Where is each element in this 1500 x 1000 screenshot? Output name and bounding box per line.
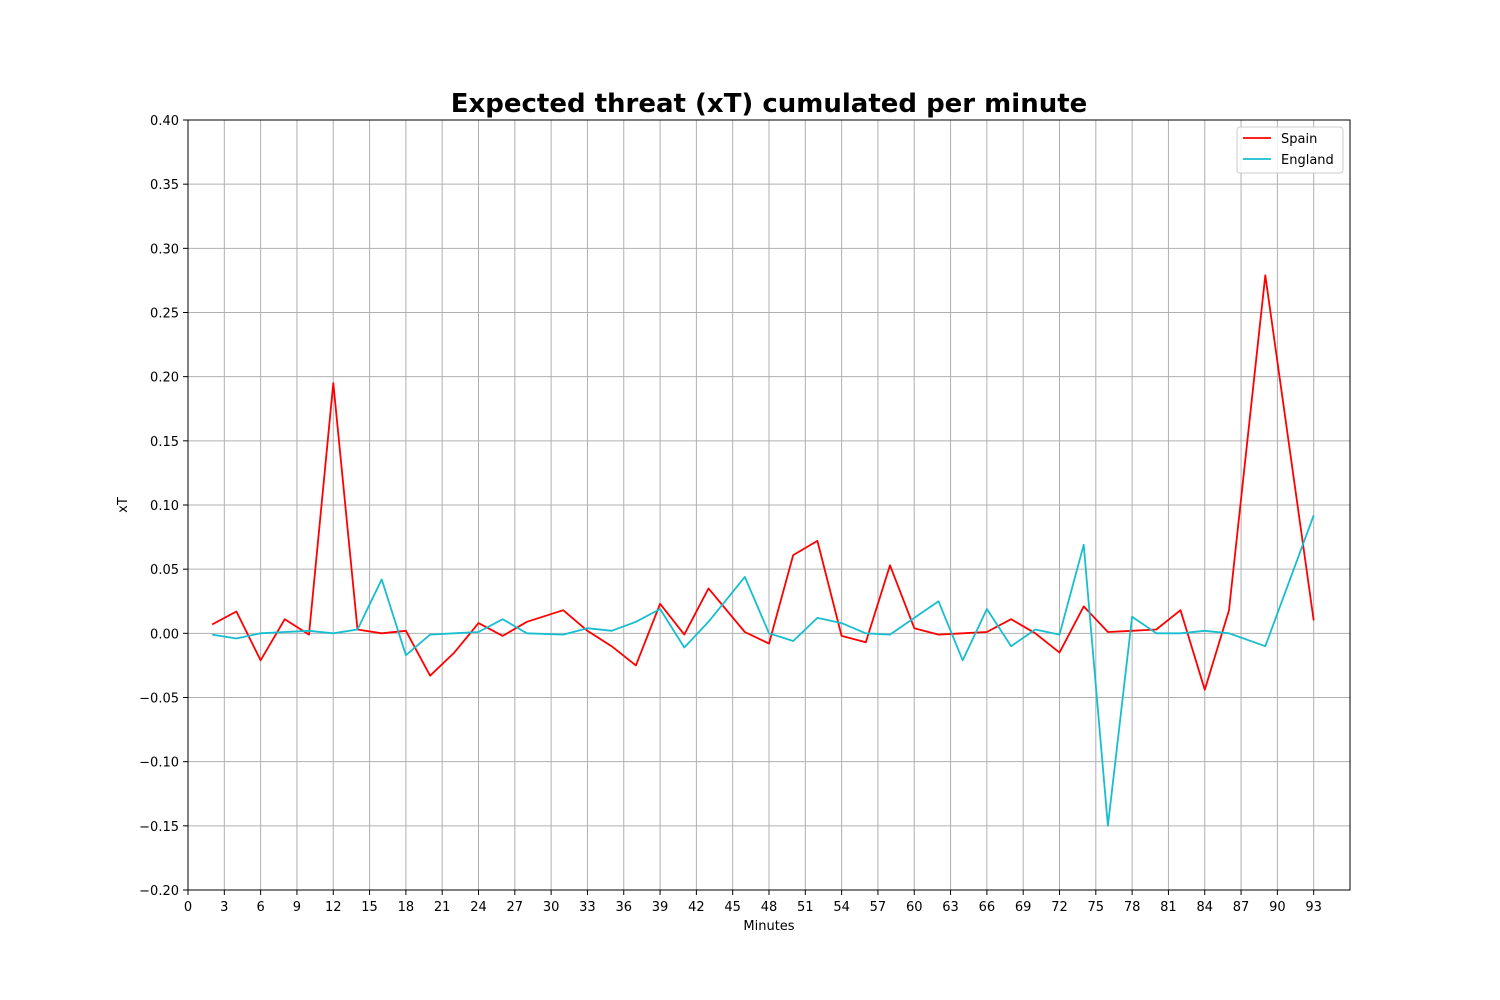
x-tick-label: 93 — [1305, 900, 1322, 915]
x-tick-label: 54 — [833, 900, 850, 915]
y-tick-label: 0.00 — [150, 627, 179, 642]
x-tick-label: 3 — [220, 900, 228, 915]
y-tick-label: 0.10 — [150, 499, 179, 514]
x-tick-label: 90 — [1269, 900, 1286, 915]
x-tick-label: 81 — [1160, 900, 1177, 915]
y-tick-label: 0.35 — [150, 178, 179, 193]
legend-label-spain: Spain — [1281, 132, 1317, 147]
y-tick-label: 0.25 — [150, 307, 179, 322]
x-tick-label: 78 — [1124, 900, 1141, 915]
y-tick-label: −0.05 — [139, 692, 179, 707]
x-tick-label: 21 — [434, 900, 451, 915]
x-tick-label: 6 — [256, 900, 264, 915]
y-tick-label: 0.05 — [150, 563, 179, 578]
x-tick-label: 66 — [979, 900, 996, 915]
x-tick-label: 48 — [761, 900, 778, 915]
y-tick-label: 0.20 — [150, 371, 179, 386]
y-axis-label: xT — [116, 497, 131, 513]
x-tick-label: 30 — [543, 900, 560, 915]
x-tick-label: 36 — [615, 900, 632, 915]
x-tick-label: 69 — [1015, 900, 1032, 915]
y-axis: −0.20 −0.15 −0.10 −0.05 0.00 0.05 0.10 0.15 0.20… — [139, 114, 188, 899]
y-tick-label: 0.15 — [150, 435, 179, 450]
legend: Spain England — [1236, 126, 1344, 174]
grid — [187, 119, 1350, 891]
x-tick-label: 9 — [293, 900, 301, 915]
x-tick-label: 72 — [1051, 900, 1068, 915]
x-tick-label: 33 — [579, 900, 596, 915]
y-tick-label: 0.40 — [150, 114, 179, 129]
y-tick-label: 0.30 — [150, 242, 179, 257]
x-tick-label: 12 — [325, 900, 342, 915]
x-tick-label: 60 — [906, 900, 923, 915]
series-lines — [211, 274, 1315, 827]
x-axis: 0 3 6 9 12 15 18 21 24 27 30 33 36 39 42 45 48 51 54 57 60 63… — [184, 890, 1322, 915]
x-tick-label: 15 — [361, 900, 378, 915]
chart-title: Expected threat (xT) cumulated per minut… — [451, 89, 1088, 119]
x-tick-label: 51 — [797, 900, 814, 915]
series-line-spain — [211, 274, 1315, 691]
x-tick-label: 63 — [942, 900, 959, 915]
x-axis-label: Minutes — [743, 919, 794, 934]
series-line-england — [212, 514, 1315, 827]
x-tick-label: 39 — [652, 900, 669, 915]
x-tick-label: 42 — [688, 900, 705, 915]
x-tick-label: 84 — [1196, 900, 1213, 915]
x-tick-label: 0 — [184, 900, 192, 915]
y-tick-label: −0.20 — [139, 884, 179, 899]
x-tick-label: 18 — [398, 900, 415, 915]
y-tick-label: −0.10 — [139, 756, 179, 771]
x-tick-label: 45 — [724, 900, 741, 915]
x-tick-label: 24 — [470, 900, 487, 915]
x-tick-label: 75 — [1088, 900, 1105, 915]
x-tick-label: 57 — [870, 900, 887, 915]
y-tick-label: −0.15 — [139, 820, 179, 835]
legend-label-england: England — [1281, 153, 1334, 168]
x-tick-label: 87 — [1233, 900, 1250, 915]
x-tick-label: 27 — [507, 900, 524, 915]
